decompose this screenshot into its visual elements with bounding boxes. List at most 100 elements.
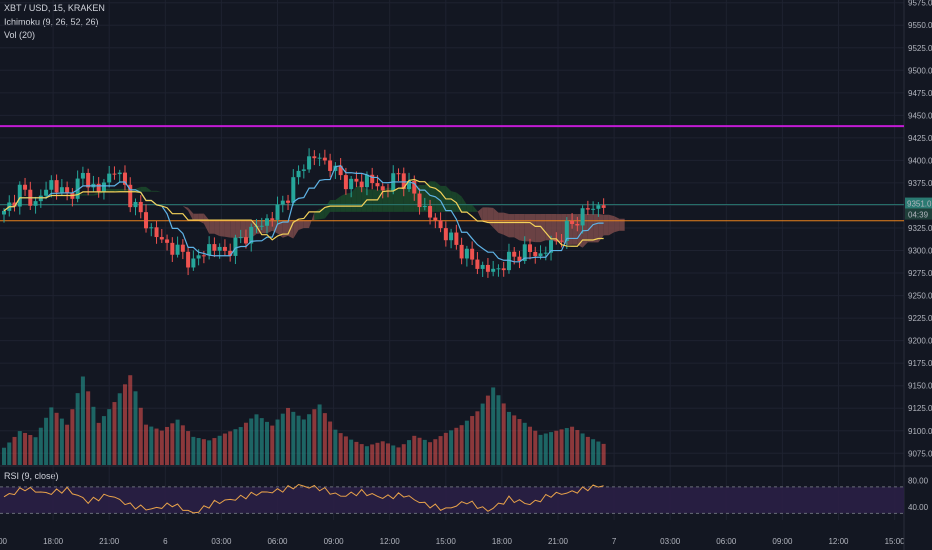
volume-bar (2, 447, 6, 465)
volume-bar (7, 442, 12, 465)
candle-body (86, 172, 91, 188)
volume-bar (233, 429, 238, 465)
last-price-badge-bg (905, 197, 932, 209)
candle-body (191, 258, 196, 268)
volume-bar (491, 387, 496, 465)
ichimoku-cloud-segment (619, 218, 625, 231)
candle-body (528, 244, 532, 252)
ichimoku-cloud-segment (314, 208, 320, 221)
candle-body (165, 239, 170, 243)
tenkan-sen-line (3, 165, 604, 263)
candle-body (317, 157, 322, 159)
volume-bar (449, 430, 454, 465)
x-tick-label: 12:00 (380, 537, 401, 546)
volume-bar (17, 431, 22, 465)
ichimoku-cloud-segment (456, 192, 462, 212)
volume-bar (396, 447, 401, 465)
ichimoku-cloud-segment (551, 214, 557, 242)
volume-bar (506, 411, 511, 465)
volume-bar (438, 436, 443, 465)
x-tick-label: 09:00 (772, 537, 793, 546)
candle-body (265, 218, 269, 226)
candle-body (154, 227, 159, 238)
volume-bar (501, 403, 506, 465)
volume-bar (385, 443, 390, 465)
y-tick-label: 9275.0 (908, 269, 932, 278)
candle-body (575, 223, 580, 226)
symbol-legend[interactable]: XBT / USD, 15, KRAKEN (4, 3, 105, 13)
candle-body (428, 205, 433, 218)
volume-bar (601, 443, 606, 465)
rsi-legend[interactable]: RSI (9, close) (4, 471, 59, 481)
volume-bar (575, 430, 580, 465)
volume-bar (559, 429, 564, 465)
y-tick-label: 9225.0 (908, 314, 932, 323)
countdown-badge: 04:39 (908, 211, 929, 220)
candle-body (175, 244, 180, 255)
ichimoku-cloud-segment (140, 186, 147, 192)
candle-body (496, 268, 501, 270)
candle-body (112, 173, 117, 175)
candle-body (506, 251, 511, 271)
volume-bar (475, 411, 480, 465)
candle-body (543, 252, 548, 254)
ichimoku-cloud-segment (109, 188, 115, 192)
candle-body (359, 181, 364, 188)
volume-bar (354, 441, 359, 465)
ichimoku-cloud-segment (503, 212, 509, 238)
volume-bar (512, 415, 517, 465)
candle-body (449, 232, 454, 241)
candle-body (259, 225, 264, 227)
y-tick-label: 9375.0 (908, 179, 932, 188)
volume-bar (23, 432, 28, 465)
ichimoku-cloud-segment (398, 187, 404, 212)
candle-body (149, 227, 154, 229)
ichimoku-cloud-segment (161, 192, 168, 201)
volume-bar (207, 440, 212, 465)
volume-legend[interactable]: Vol (20) (4, 30, 36, 40)
x-tick-label: 15:00 (885, 537, 906, 546)
volume-bar (359, 444, 364, 465)
ichimoku-cloud-segment (156, 190, 162, 193)
ichimoku-cloud-segment (219, 220, 225, 237)
volume-bar (343, 436, 348, 465)
candle-body (207, 244, 212, 256)
candle-body (180, 244, 185, 252)
candle-body (243, 237, 248, 244)
volume-bar (391, 445, 396, 465)
volume-bar (428, 442, 433, 465)
volume-bar (212, 438, 217, 465)
countdown-badge-bg (905, 208, 932, 220)
volume-bar (49, 407, 54, 465)
ichimoku-cloud-segment (282, 220, 289, 238)
volume-bar (485, 395, 490, 465)
candle-body (212, 244, 217, 251)
candle-body (275, 204, 280, 220)
volume-bar (312, 409, 317, 465)
x-tick-label: 06:00 (716, 537, 737, 546)
candle-body (501, 268, 506, 271)
volume-bar (228, 431, 233, 465)
ichimoku-cloud-segment (608, 214, 615, 236)
candle-body (96, 183, 101, 192)
candle-body (443, 228, 448, 241)
y-tick-label: 9125.0 (908, 404, 932, 413)
ichimoku-cloud-segment (235, 220, 241, 238)
volume-bar (175, 419, 180, 465)
ichimoku-cloud-segment (524, 214, 530, 242)
candle-body (491, 268, 496, 272)
volume-bar (286, 407, 291, 465)
ichimoku-cloud-segment (214, 220, 220, 237)
ichimoku-cloud-segment (345, 192, 352, 212)
candle-body (322, 157, 327, 161)
volume-bar (28, 434, 33, 465)
y-tick-label: 9450.0 (908, 111, 932, 120)
volume-bar (101, 416, 106, 465)
ichimoku-cloud-segment (340, 193, 346, 212)
candle-body (375, 183, 380, 187)
y-tick-label: 9200.0 (908, 337, 932, 346)
ichimoku-cloud-segment (535, 214, 541, 243)
ichimoku-legend[interactable]: Ichimoku (9, 26, 52, 26) (4, 17, 99, 27)
ichimoku-cloud-segment (487, 207, 494, 228)
